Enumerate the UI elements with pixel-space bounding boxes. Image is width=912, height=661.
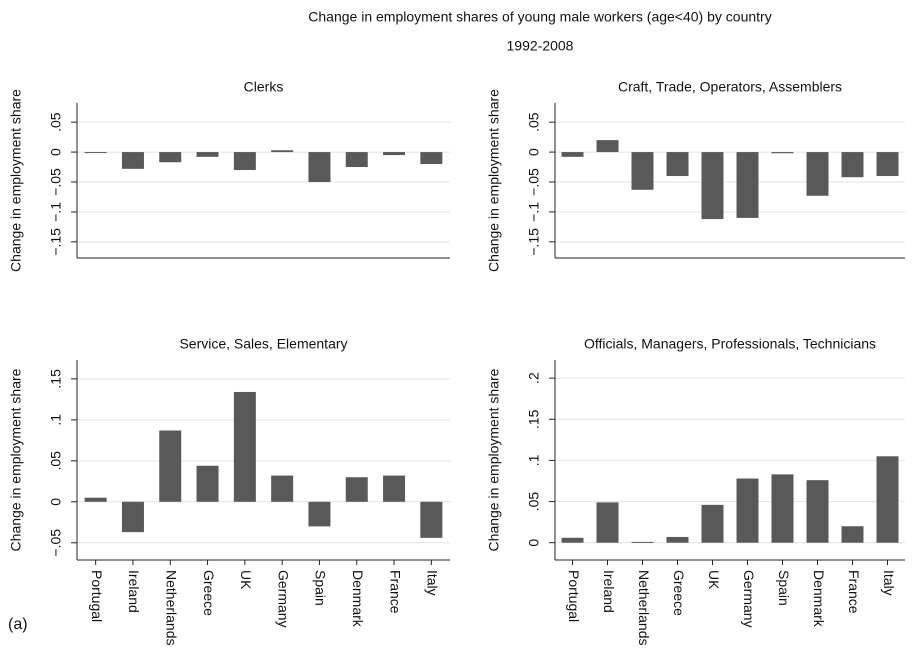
y-axis-label: Change in employment share [8,368,24,551]
x-tick-label: Portugal [89,570,105,622]
bar [271,150,294,153]
y-axis-label: Change in employment share [486,89,502,272]
y-tick-label: .15 [526,409,542,429]
y-tick-label: −.1 [526,202,542,222]
bar [666,152,689,177]
panel-label: (a) [8,616,28,633]
bar [196,465,219,502]
bar [596,502,619,543]
bar [271,475,294,502]
bar [876,152,899,177]
bar [233,391,256,502]
panel-title: Officials, Managers, Professionals, Tech… [584,336,876,352]
x-tick-label: Ireland [601,570,617,613]
bar [806,480,829,543]
y-axis-label: Change in employment share [8,89,24,272]
bar [561,152,584,157]
y-tick-label: .05 [48,112,64,132]
chart-subtitle: 1992-2008 [507,38,574,54]
x-tick-label: Germany [741,570,757,628]
y-tick-label: −.1 [48,202,64,222]
y-tick-label: −.05 [48,168,64,196]
bar [876,456,899,543]
bar [841,526,864,543]
bar [308,501,331,527]
chart-title: Change in employment shares of young mal… [308,9,771,25]
y-tick-label: .05 [526,492,542,512]
bar [631,541,654,543]
bar [121,501,144,533]
bar [196,152,219,157]
x-tick-label: Spain [776,570,792,606]
bar [771,474,794,543]
bar [596,140,619,153]
y-tick-label: −.15 [48,228,64,256]
panel-title: Clerks [244,79,284,95]
x-tick-label: Netherlands [636,570,652,646]
bar [159,430,182,502]
y-tick-label: .1 [48,414,64,426]
y-tick-label: −.15 [526,228,542,256]
x-tick-label: Italy [425,570,441,596]
x-tick-label: Greece [201,570,217,616]
x-tick-label: Portugal [566,570,582,622]
bar [736,152,759,218]
bar [345,152,368,168]
bar [383,475,406,502]
x-tick-label: France [846,570,862,614]
y-tick-label: .2 [526,372,542,384]
y-tick-label: .05 [526,112,542,132]
bar [806,152,829,196]
y-tick-label: 0 [526,148,542,156]
y-axis-label: Change in employment share [486,368,502,551]
bar [771,152,794,154]
x-tick-label: Italy [881,570,897,596]
bar [701,504,724,543]
bar [561,537,584,543]
y-tick-label: .15 [48,369,64,389]
panel-title: Service, Sales, Elementary [179,336,347,352]
bar [420,152,443,165]
x-tick-label: Denmark [811,570,827,628]
bar [308,152,331,182]
bar [84,497,107,502]
x-tick-label: Ireland [126,570,142,613]
x-tick-label: UK [238,570,254,590]
x-tick-label: Netherlands [164,570,180,646]
bar [701,152,724,220]
bar [666,536,689,543]
bar [841,152,864,178]
bar [631,152,654,190]
x-tick-label: Denmark [350,570,366,628]
bar [233,152,256,171]
y-tick-label: 0 [526,539,542,547]
y-tick-label: .05 [48,451,64,471]
x-tick-label: Spain [313,570,329,606]
bar [84,152,107,154]
y-tick-label: .1 [526,454,542,466]
y-tick-label: 0 [48,148,64,156]
y-tick-label: −.05 [526,168,542,196]
x-tick-label: France [387,570,403,614]
bar [121,152,144,169]
panel-title: Craft, Trade, Operators, Assemblers [618,79,842,95]
x-tick-label: Germany [275,570,291,628]
x-tick-label: UK [706,570,722,590]
bar [383,152,406,156]
bar [736,478,759,543]
y-tick-label: −.05 [48,529,64,557]
bar [345,477,368,502]
y-tick-label: 0 [48,498,64,506]
x-tick-label: Greece [671,570,687,616]
bar [159,152,182,163]
bar [420,501,443,538]
